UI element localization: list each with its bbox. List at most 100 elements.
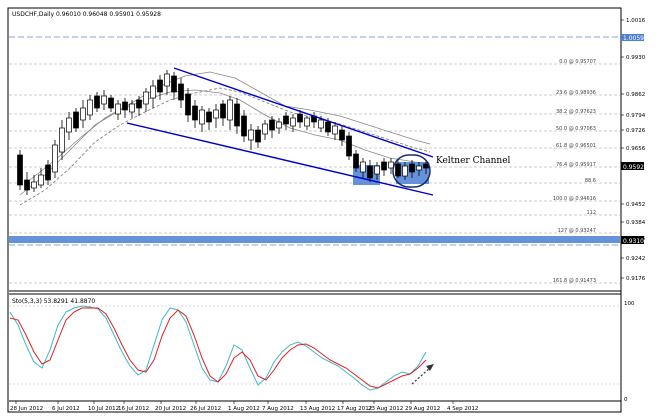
- price-tick-label: 0.9384: [626, 220, 646, 226]
- candle-body: [367, 165, 373, 179]
- stochastic-title: Sto(5,3,3) 53.8291 41.8870: [12, 298, 95, 305]
- fib-level-label: 112: [586, 210, 596, 216]
- price-tick-label: 0.9862: [626, 92, 645, 98]
- candle-body: [150, 85, 156, 99]
- date-tick-label: 1 Aug 2012: [228, 406, 260, 412]
- current-price-label: 0.9592: [623, 164, 644, 171]
- price-tick-label: 0.9930: [626, 55, 646, 61]
- candle-body: [381, 161, 387, 171]
- candle-body: [409, 163, 415, 173]
- date-tick-label: 26 Jul 2012: [190, 406, 221, 412]
- candle-body: [157, 79, 163, 93]
- highlight-price-marker: [621, 236, 644, 244]
- candle-body: [38, 174, 44, 186]
- candle-body: [325, 121, 331, 133]
- candle-body: [143, 91, 149, 105]
- candle-body: [290, 117, 296, 127]
- candle-body: [318, 119, 324, 129]
- date-tick-label: 4 Sep 2012: [447, 406, 478, 412]
- candle-body: [199, 109, 205, 125]
- price-tick-label: 0.9794: [626, 113, 646, 119]
- current-price-marker: [621, 162, 644, 170]
- channel-lower-line: [126, 122, 434, 196]
- candle-body: [122, 101, 128, 111]
- chart-border: [7, 7, 622, 413]
- highlight-box-left: [353, 165, 380, 185]
- date-tick-label: 6 Jul 2012: [52, 406, 80, 412]
- fib-level-label: 61.8 @ 0.96501: [556, 143, 596, 149]
- candle-body: [297, 113, 303, 123]
- main-plot-area: [9, 9, 620, 291]
- price-tick-label: 1.0016: [626, 18, 646, 24]
- stoch-tick-100: 100: [624, 301, 635, 307]
- candle-body: [276, 121, 282, 129]
- candle-body: [332, 125, 338, 135]
- candle-body: [206, 111, 212, 123]
- main-chart-title: USDCHF,Daily 0.96010 0.96048 0.95901 0.9…: [12, 11, 161, 18]
- stoch-tick-0: 0: [624, 397, 628, 403]
- candle-body: [59, 127, 65, 153]
- candle-body: [178, 83, 184, 101]
- price-tick-label: 0.9656: [626, 146, 646, 152]
- candle-body: [374, 165, 380, 175]
- candle-body: [136, 99, 142, 109]
- candle-body: [416, 165, 422, 171]
- price-tick-label: 0.9176: [626, 276, 646, 282]
- date-tick-label: 29 Aug 2012: [405, 406, 440, 412]
- candle-body: [248, 129, 254, 141]
- dashed-reference-lines: [9, 36, 621, 246]
- fib-level-label: 88.6: [585, 178, 596, 184]
- fib-level-label: 127 @ 0.93247: [558, 228, 596, 234]
- fib-level-label: 23.6 @ 0.98936: [556, 90, 596, 96]
- candle-body: [108, 97, 114, 109]
- fib-level-label: 38.2 @ 0.97623: [556, 109, 596, 115]
- date-tick-label: 23 Aug 2012: [368, 406, 403, 412]
- fib-level-label: 100.0 @ 0.94616: [553, 196, 596, 202]
- keltner-channel-annotation: Keltner Channel: [436, 156, 511, 166]
- candle-body: [283, 115, 289, 125]
- stochastic-signal-line: [9, 307, 427, 389]
- stoch-arrow-line: [411, 366, 432, 385]
- candle-body: [192, 105, 198, 121]
- candle-body: [17, 154, 23, 186]
- fib-level-label: 0.0 @ 0.95707: [559, 59, 596, 65]
- candle-body: [87, 99, 93, 116]
- channel-upper-line: [173, 67, 434, 158]
- fib-level-label: 161.8 @ 0.91473: [553, 278, 596, 284]
- candle-body: [24, 179, 30, 191]
- candle-body: [241, 115, 247, 137]
- candle-body: [269, 119, 275, 131]
- candle-body: [234, 103, 240, 127]
- candle-body: [115, 103, 121, 115]
- date-tick-label: 17 Aug 2012: [337, 406, 372, 412]
- candle-body: [185, 93, 191, 116]
- candle-body: [31, 181, 37, 189]
- fib-level-label: 76.4 @ 0.95917: [556, 162, 596, 168]
- candle-body: [227, 99, 233, 121]
- candle-body: [220, 103, 226, 119]
- candle-body: [52, 144, 58, 173]
- candlesticks: [17, 70, 429, 195]
- candle-body: [101, 95, 107, 105]
- candle-body: [402, 165, 408, 177]
- candle-body: [262, 123, 268, 135]
- candle-body: [255, 129, 261, 143]
- date-tick-label: 28 Jun 2012: [10, 406, 43, 412]
- date-tick-label: 10 Jul 2012: [88, 406, 119, 412]
- candle-body: [346, 135, 352, 157]
- candle-body: [171, 75, 177, 93]
- price-tick-label: 0.9726: [626, 128, 646, 134]
- top-price-marker: [621, 34, 644, 41]
- stochastic-main-line: [9, 305, 427, 391]
- stoch-arrow-head: [426, 364, 434, 371]
- candle-body: [213, 109, 219, 119]
- candle-body: [66, 117, 72, 133]
- candle-body: [94, 95, 100, 109]
- candle-body: [80, 107, 86, 121]
- price-tick-label: 0.9452: [626, 202, 645, 208]
- highlight-price-label: 0.9310: [623, 238, 644, 245]
- date-tick-label: 7 Aug 2012: [262, 406, 294, 412]
- candle-body: [339, 129, 345, 141]
